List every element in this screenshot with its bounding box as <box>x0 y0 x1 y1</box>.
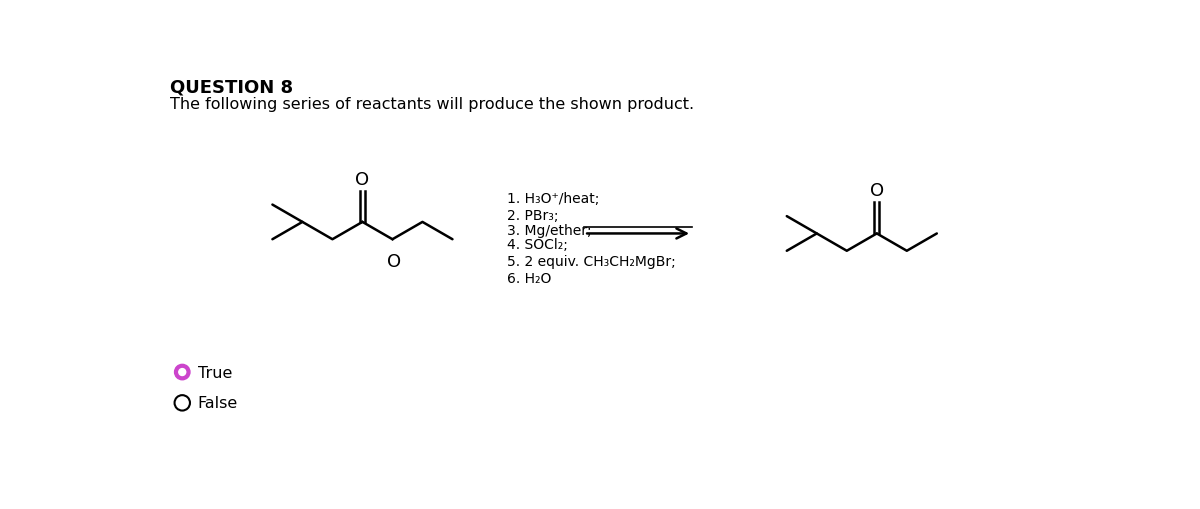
Text: The following series of reactants will produce the shown product.: The following series of reactants will p… <box>170 96 694 111</box>
Text: O: O <box>386 252 401 270</box>
Text: 4. SOCl₂;: 4. SOCl₂; <box>508 238 568 252</box>
Text: 6. H₂O: 6. H₂O <box>508 272 552 286</box>
Text: 5. 2 equiv. CH₃CH₂MgBr;: 5. 2 equiv. CH₃CH₂MgBr; <box>508 254 676 269</box>
Text: O: O <box>870 182 884 200</box>
Text: False: False <box>198 395 238 411</box>
Circle shape <box>179 369 186 376</box>
Text: True: True <box>198 365 232 380</box>
Text: 3. Mg/ether;: 3. Mg/ether; <box>508 224 592 238</box>
Circle shape <box>174 364 190 380</box>
Text: 2. PBr₃;: 2. PBr₃; <box>508 209 559 222</box>
Text: 1. H₃O⁺/heat;: 1. H₃O⁺/heat; <box>508 192 600 206</box>
Text: QUESTION 8: QUESTION 8 <box>170 78 293 96</box>
Text: O: O <box>355 171 370 188</box>
